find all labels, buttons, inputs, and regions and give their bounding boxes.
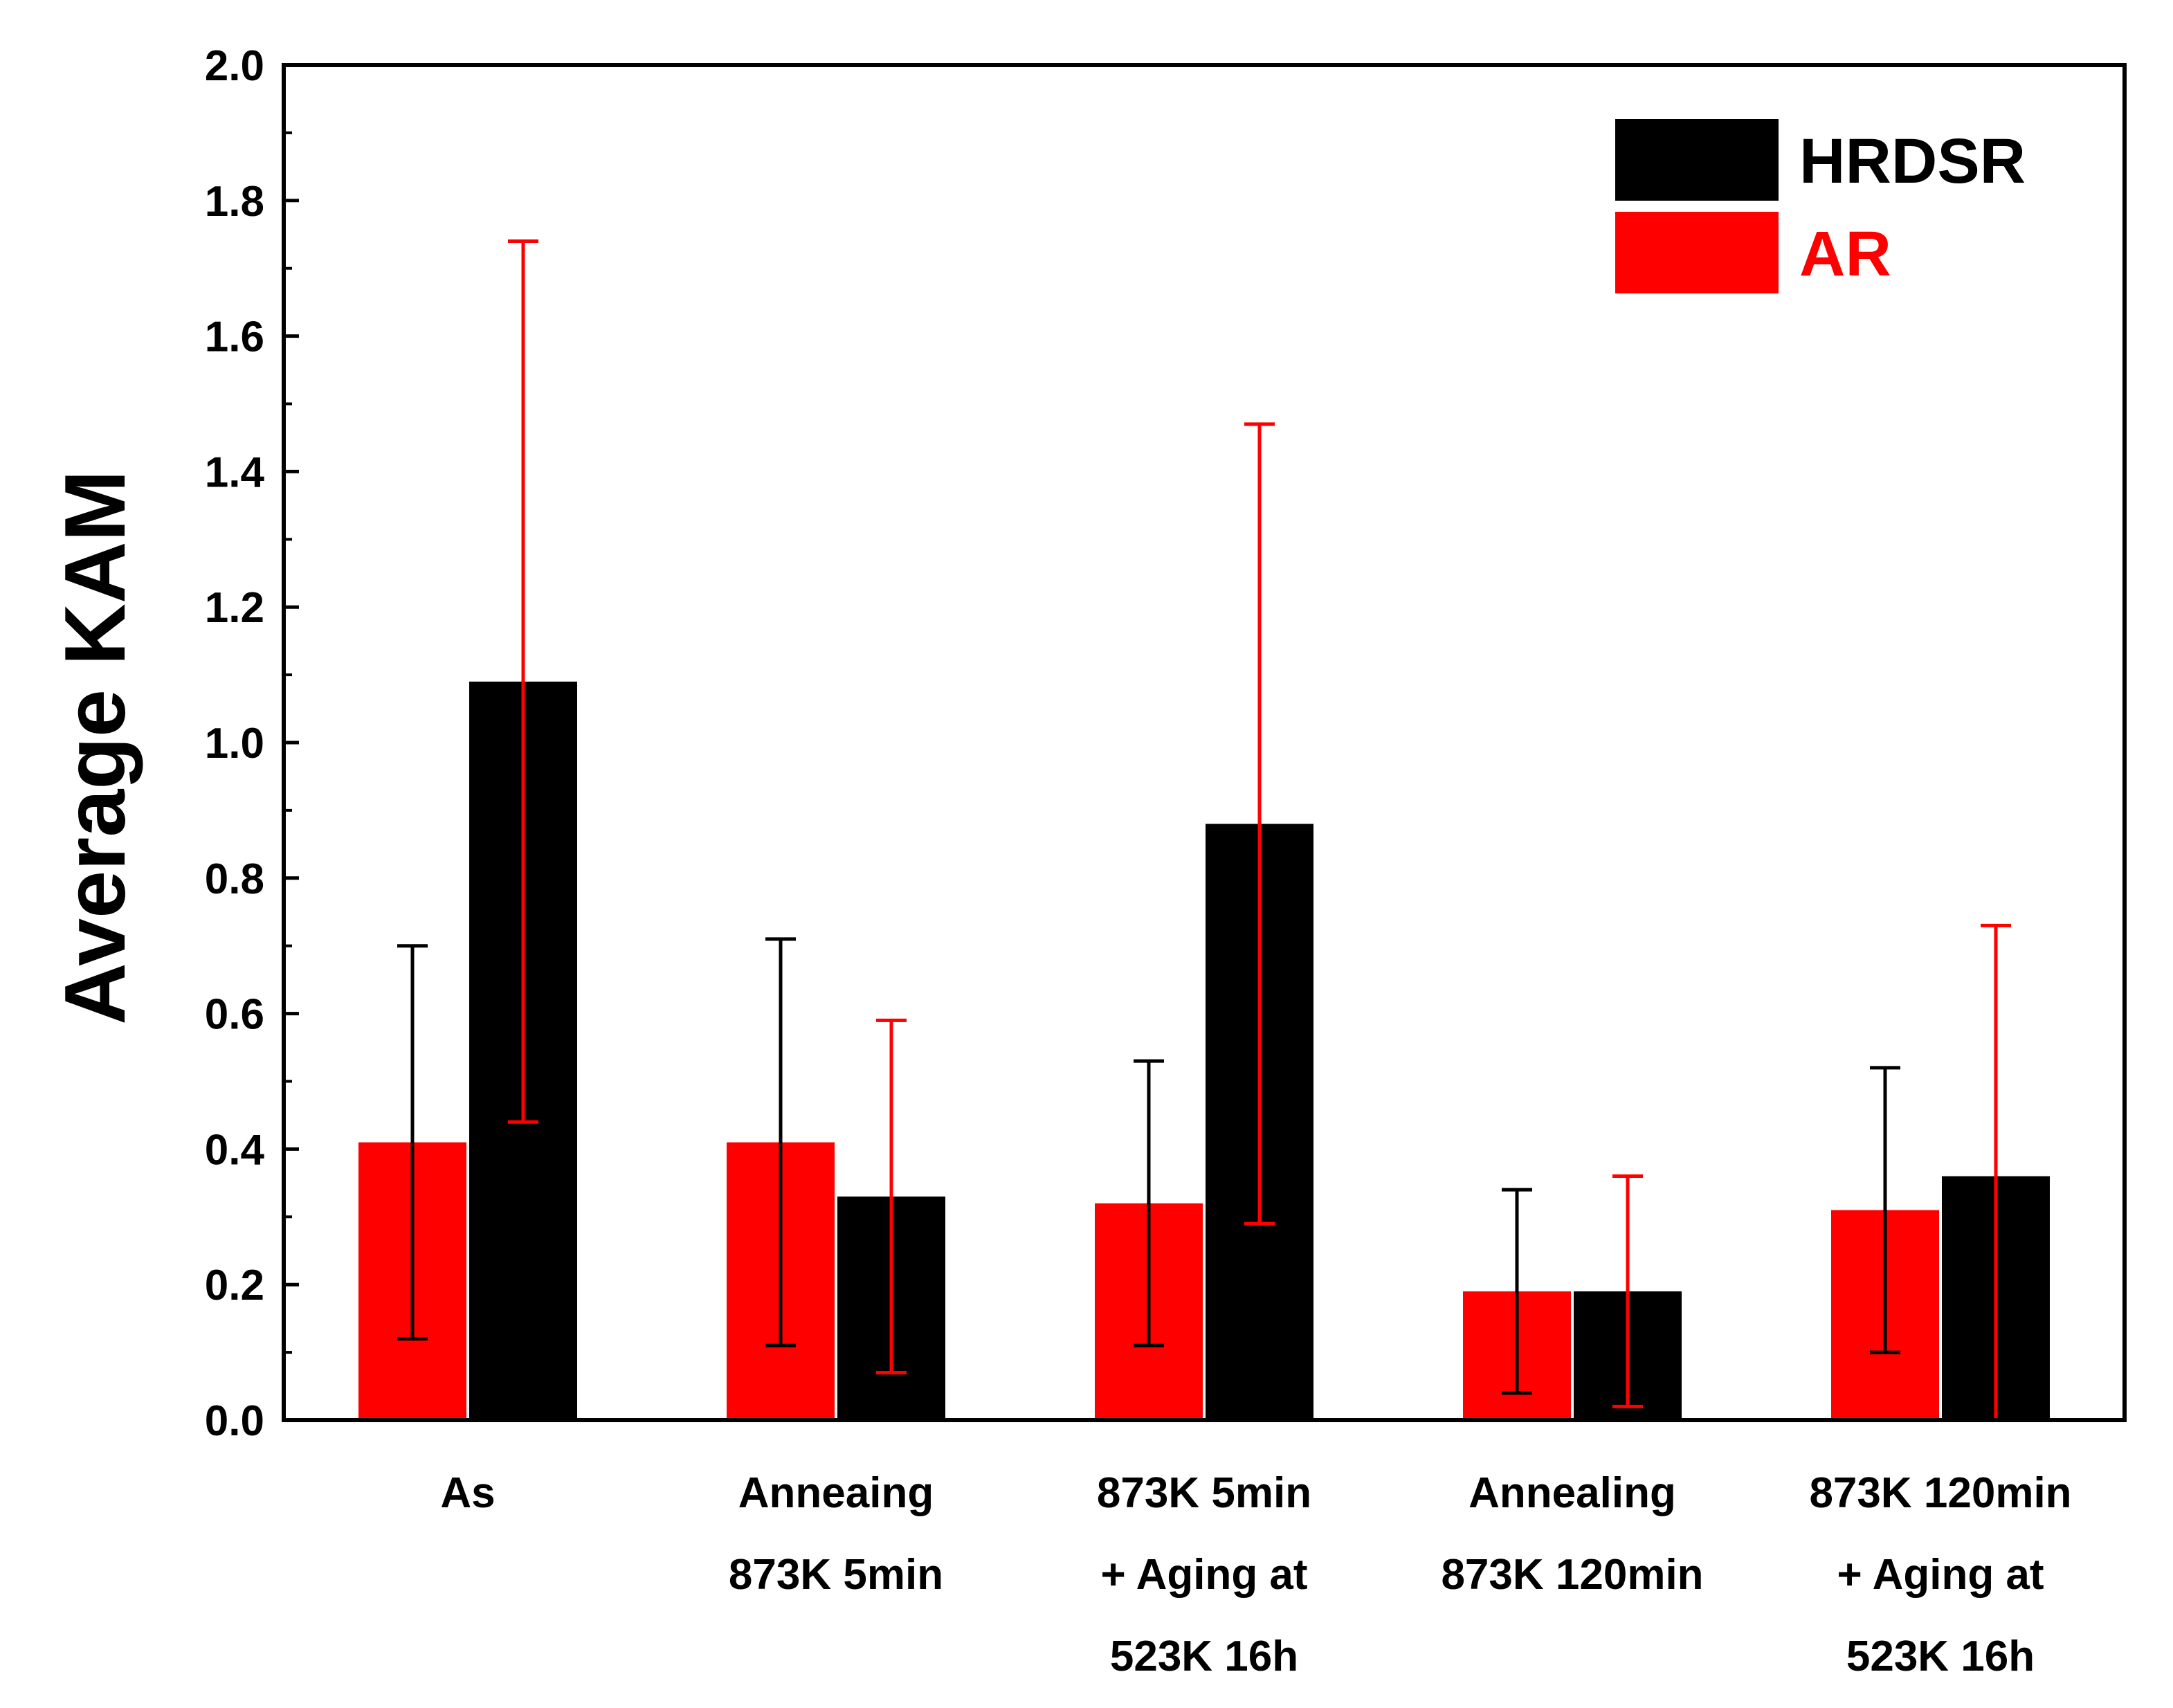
y-tick-label: 0.0: [205, 1397, 264, 1445]
errorbars-layer: [397, 239, 2011, 1422]
legend: HRDSR AR: [1615, 119, 2026, 293]
y-tick-label: 0.2: [205, 1262, 264, 1309]
legend-label-hrdsr: HRDSR: [1799, 126, 2026, 197]
bars-layer: [358, 681, 2050, 1420]
y-tick-label: 1.0: [205, 720, 264, 767]
x-category-label: 873K 5min + Aging at 523K 16h: [1097, 1469, 1311, 1680]
y-tick-label: 1.6: [205, 314, 264, 361]
x-category-label: Annealing 873K 120min: [1441, 1469, 1703, 1599]
y-tick-label: 0.4: [205, 1126, 265, 1174]
legend-swatch-hrdsr: [1615, 119, 1779, 201]
legend-label-ar: AR: [1799, 219, 1891, 289]
y-tick-label: 0.8: [205, 855, 264, 903]
y-tick-label: 1.4: [205, 448, 265, 496]
y-tick-label: 1.2: [205, 584, 264, 632]
x-category-label: 873K 120min + Aging at 523K 16h: [1809, 1469, 2071, 1680]
y-tick-label: 0.6: [205, 991, 264, 1039]
y-axis-label: Average KAM: [48, 470, 143, 1025]
y-tick-label: 2.0: [205, 42, 264, 90]
y-axis: 0.0 0.2 0.4 0.6 0.8 1.0 1.2 1.4 1.6 1.8 2.0: [205, 42, 299, 1445]
x-category-label: Anneaing 873K 5min: [729, 1469, 943, 1599]
x-category-label: As: [440, 1469, 495, 1517]
x-axis-categories: As Anneaing 873K 5min 873K 5min + Aging at 52…: [440, 1469, 2071, 1680]
y-tick-label: 1.8: [205, 178, 264, 226]
legend-swatch-ar: [1615, 212, 1779, 293]
